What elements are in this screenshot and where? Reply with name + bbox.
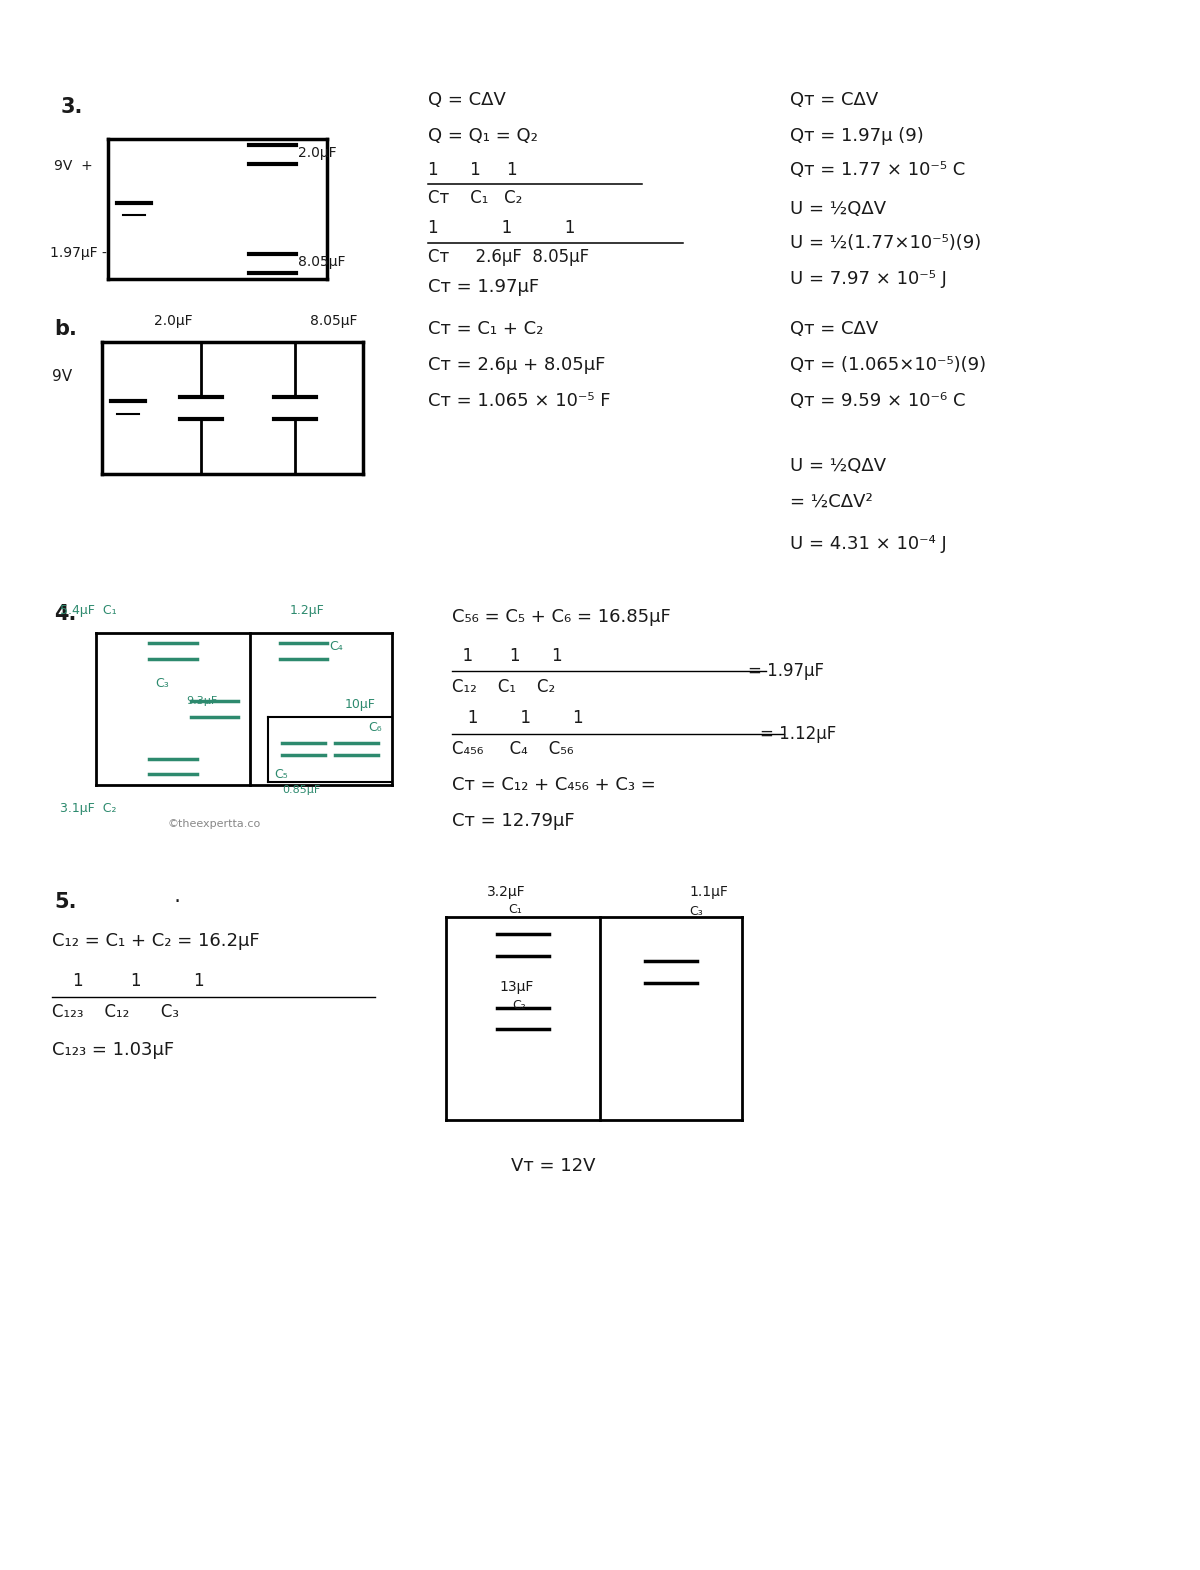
Text: C₁₂₃ = 1.03μF: C₁₂₃ = 1.03μF <box>52 1041 174 1058</box>
Text: Cᴛ    C₁   C₂: Cᴛ C₁ C₂ <box>428 190 522 207</box>
Text: 2.0μF: 2.0μF <box>299 146 337 160</box>
Text: Qᴛ = 1.97μ (9): Qᴛ = 1.97μ (9) <box>790 127 924 144</box>
Text: Cᴛ = 1.97μF: Cᴛ = 1.97μF <box>428 278 539 297</box>
Text: Qᴛ = (1.065×10⁻⁵)(9): Qᴛ = (1.065×10⁻⁵)(9) <box>790 356 986 374</box>
Text: C₄: C₄ <box>330 641 343 653</box>
Text: 1            1          1: 1 1 1 <box>428 218 575 237</box>
Text: 8.05μF: 8.05μF <box>311 314 358 328</box>
Text: 3.1μF  C₂: 3.1μF C₂ <box>60 802 116 815</box>
Text: 8.05μF: 8.05μF <box>299 256 346 268</box>
Text: 1.97μF -: 1.97μF - <box>49 246 107 259</box>
Text: C₆: C₆ <box>368 721 383 733</box>
Text: 2.0μF: 2.0μF <box>154 314 192 328</box>
Text: 5.4μF  C₁: 5.4μF C₁ <box>60 604 116 617</box>
Text: Q = Q₁ = Q₂: Q = Q₁ = Q₂ <box>428 127 538 144</box>
Text: Vᴛ = 12V: Vᴛ = 12V <box>511 1157 595 1176</box>
Text: 1.1μF: 1.1μF <box>689 885 728 900</box>
Text: 3.2μF: 3.2μF <box>487 885 526 900</box>
Text: C₁₂₃    C₁₂      C₃: C₁₂₃ C₁₂ C₃ <box>52 1003 179 1020</box>
Text: 1       1      1: 1 1 1 <box>451 647 563 664</box>
Text: U = ½QΔV: U = ½QΔV <box>790 457 886 476</box>
Text: Cᴛ     2.6μF  8.05μF: Cᴛ 2.6μF 8.05μF <box>428 248 589 267</box>
Text: Q = CΔV: Q = CΔV <box>428 91 506 110</box>
Text: 5.: 5. <box>54 892 77 912</box>
Text: b.: b. <box>54 319 77 339</box>
Text: C₅₆ = C₅ + C₆ = 16.85μF: C₅₆ = C₅ + C₆ = 16.85μF <box>451 608 671 626</box>
Text: Qᴛ = 9.59 × 10⁻⁶ C: Qᴛ = 9.59 × 10⁻⁶ C <box>790 391 965 410</box>
Text: 9.3μF: 9.3μF <box>186 696 217 706</box>
Text: 4.: 4. <box>54 604 77 623</box>
Text: C₁₂    C₁    C₂: C₁₂ C₁ C₂ <box>451 678 554 696</box>
Text: Qᴛ = CΔV: Qᴛ = CΔV <box>790 320 878 338</box>
Text: 10μF: 10μF <box>344 697 376 711</box>
Text: = ½CΔV²: = ½CΔV² <box>790 493 872 510</box>
Text: C₁₂ = C₁ + C₂ = 16.2μF: C₁₂ = C₁ + C₂ = 16.2μF <box>52 931 259 950</box>
Text: 1      1     1: 1 1 1 <box>428 162 517 179</box>
Text: U = ½(1.77×10⁻⁵)(9): U = ½(1.77×10⁻⁵)(9) <box>790 234 982 253</box>
Text: 0.85μF: 0.85μF <box>282 785 320 794</box>
Text: Cᴛ = 12.79μF: Cᴛ = 12.79μF <box>451 812 575 831</box>
Text: U = ½QΔV: U = ½QΔV <box>790 201 886 218</box>
Text: C₃: C₃ <box>689 904 703 917</box>
Text: 1        1        1: 1 1 1 <box>451 710 583 727</box>
Text: 9V: 9V <box>52 369 72 385</box>
Text: C₅: C₅ <box>274 768 288 780</box>
Text: = 1.12μF: = 1.12μF <box>760 725 836 743</box>
Text: C₄₅₆     C₄    C₅₆: C₄₅₆ C₄ C₅₆ <box>451 739 574 758</box>
Text: U = 4.31 × 10⁻⁴ J: U = 4.31 × 10⁻⁴ J <box>790 535 947 553</box>
Text: C₃: C₃ <box>155 677 169 691</box>
Text: C₂: C₂ <box>512 1000 526 1013</box>
Text: ©theexpertta.co: ©theexpertta.co <box>167 820 260 829</box>
Text: Cᴛ = C₁ + C₂: Cᴛ = C₁ + C₂ <box>428 320 544 338</box>
Text: C₁: C₁ <box>509 903 522 915</box>
Text: 13μF: 13μF <box>499 980 534 994</box>
Text: ·: · <box>161 892 181 912</box>
Text: = 1.97μF: = 1.97μF <box>749 663 824 680</box>
Text: 1         1          1: 1 1 1 <box>52 972 205 991</box>
Text: 3.: 3. <box>60 96 83 116</box>
Text: Cᴛ = 2.6μ + 8.05μF: Cᴛ = 2.6μ + 8.05μF <box>428 356 605 374</box>
Text: 1.2μF: 1.2μF <box>289 604 324 617</box>
Text: Cᴛ = 1.065 × 10⁻⁵ F: Cᴛ = 1.065 × 10⁻⁵ F <box>428 391 611 410</box>
Text: Cᴛ = C₁₂ + C₄₅₆ + C₃ =: Cᴛ = C₁₂ + C₄₅₆ + C₃ = <box>451 776 655 794</box>
Text: U = 7.97 × 10⁻⁵ J: U = 7.97 × 10⁻⁵ J <box>790 270 947 289</box>
Text: 9V  +: 9V + <box>54 159 94 173</box>
Text: Qᴛ = CΔV: Qᴛ = CΔV <box>790 91 878 110</box>
Text: Qᴛ = 1.77 × 10⁻⁵ C: Qᴛ = 1.77 × 10⁻⁵ C <box>790 162 965 179</box>
